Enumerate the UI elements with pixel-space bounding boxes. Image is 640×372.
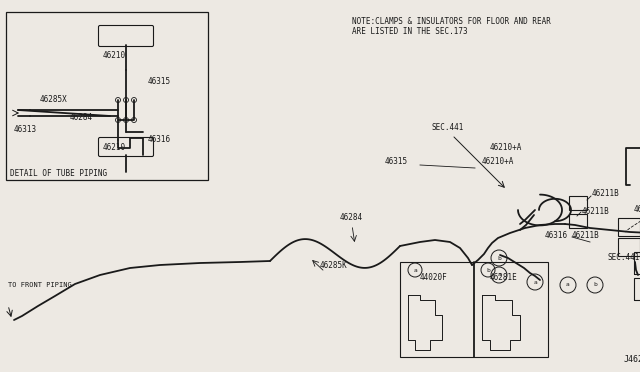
Bar: [618, 218, 640, 236]
Text: 46210+A: 46210+A: [490, 144, 522, 153]
Bar: [400, 262, 548, 357]
Text: ARE LISTED IN THE SEC.173: ARE LISTED IN THE SEC.173: [352, 28, 468, 36]
Text: DETAIL OF TUBE PIPING: DETAIL OF TUBE PIPING: [10, 170, 107, 179]
Text: 46211B: 46211B: [572, 231, 600, 240]
Text: 46211B: 46211B: [592, 189, 620, 198]
Text: TO FRONT PIPING: TO FRONT PIPING: [8, 282, 72, 288]
Text: SEC.441: SEC.441: [608, 253, 640, 263]
Text: 46316: 46316: [148, 135, 171, 144]
Text: 46210: 46210: [103, 51, 126, 60]
Text: SEC.441: SEC.441: [432, 124, 465, 132]
Text: 46281E: 46281E: [490, 273, 518, 282]
Text: b: b: [497, 256, 501, 260]
Text: 46316: 46316: [545, 231, 568, 240]
Text: 46285X: 46285X: [40, 96, 68, 105]
Bar: [634, 252, 640, 274]
Text: 46315: 46315: [385, 157, 408, 167]
Text: a: a: [413, 267, 417, 273]
Text: 46315: 46315: [148, 77, 171, 87]
Text: 46210: 46210: [103, 144, 126, 153]
Bar: [569, 214, 587, 228]
Text: 46285K: 46285K: [320, 260, 348, 269]
Text: b: b: [486, 267, 490, 273]
Bar: [618, 238, 640, 256]
Bar: [6, 12, 208, 180]
Text: J462028F: J462028F: [624, 356, 640, 365]
Text: 46284: 46284: [340, 214, 363, 222]
Text: a: a: [497, 273, 501, 278]
Text: a: a: [533, 279, 537, 285]
Text: 46284: 46284: [70, 113, 93, 122]
Text: 44020F: 44020F: [420, 273, 448, 282]
Bar: [634, 278, 640, 300]
Text: 46211B: 46211B: [582, 208, 610, 217]
Bar: [569, 196, 587, 210]
Text: NOTE:CLAMPS & INSULATORS FOR FLOOR AND REAR: NOTE:CLAMPS & INSULATORS FOR FLOOR AND R…: [352, 17, 551, 26]
Text: b: b: [593, 282, 597, 288]
Text: 46210+A: 46210+A: [482, 157, 515, 167]
Text: 46211C: 46211C: [634, 205, 640, 215]
Text: a: a: [566, 282, 570, 288]
Text: 46313: 46313: [14, 125, 37, 135]
